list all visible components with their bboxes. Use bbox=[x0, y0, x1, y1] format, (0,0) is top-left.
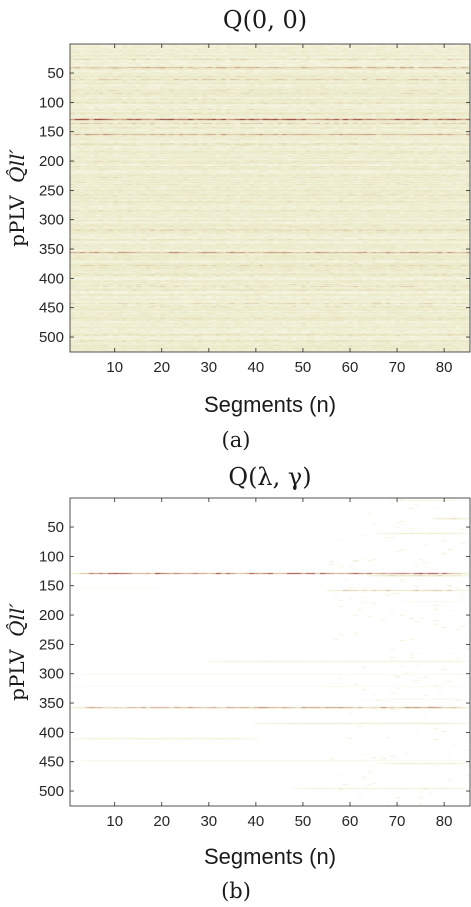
y-tick-label: 50 bbox=[47, 519, 64, 536]
x-tick-label: 30 bbox=[200, 813, 217, 830]
y-tick-label: 150 bbox=[39, 124, 64, 141]
y-tick-label: 200 bbox=[39, 153, 64, 170]
y-tick-label: 250 bbox=[39, 636, 64, 653]
y-tick-label: 500 bbox=[39, 783, 64, 800]
panel-a-x-label: Segments (n) bbox=[204, 392, 336, 417]
panel-a-y-axis: 50 100 150 200 250 300 350 400 450 500 bbox=[39, 65, 470, 346]
panel-a-caption: (a) bbox=[222, 428, 251, 452]
panel-b-caption: (b) bbox=[221, 879, 251, 903]
panel-a-title: Q(0, 0) bbox=[223, 6, 307, 34]
x-tick-label: 40 bbox=[248, 359, 265, 376]
panel-b-x-label: Segments (n) bbox=[204, 844, 336, 869]
y-tick-label: 400 bbox=[39, 724, 64, 741]
y-tick-label: 450 bbox=[39, 754, 64, 771]
y-tick-label: 100 bbox=[39, 548, 64, 565]
y-tick-label: 150 bbox=[39, 578, 64, 595]
panel-b-title: Q(λ, γ) bbox=[228, 463, 311, 491]
x-tick-label: 20 bbox=[153, 813, 170, 830]
panel-b-plot-frame bbox=[69, 497, 471, 807]
panel-a-y-label: pPLV Q̂ll′ bbox=[5, 149, 29, 247]
panel-b-y-axis: 50 100 150 200 250 300 350 400 450 500 bbox=[39, 519, 470, 800]
panel-a-heatmap-area bbox=[70, 44, 470, 352]
x-tick-label: 10 bbox=[106, 359, 123, 376]
y-tick-label: 500 bbox=[39, 329, 64, 346]
panel-b-x-axis: 10 20 30 40 50 60 70 80 bbox=[106, 498, 452, 830]
x-tick-label: 20 bbox=[153, 359, 170, 376]
x-tick-label: 40 bbox=[248, 813, 265, 830]
x-tick-label: 60 bbox=[342, 813, 359, 830]
heatmap-panel-b: Q(λ, γ) 10 20 30 40 50 60 70 80 50 100 150 200 250 3… bbox=[5, 463, 471, 903]
x-tick-label: 70 bbox=[389, 813, 406, 830]
x-tick-label: 50 bbox=[295, 359, 312, 376]
x-tick-label: 10 bbox=[106, 813, 123, 830]
y-tick-label: 100 bbox=[39, 94, 64, 111]
panel-a-y-label-math: Q̂ll′ bbox=[5, 149, 29, 183]
y-tick-label: 50 bbox=[47, 65, 64, 82]
x-tick-label: 50 bbox=[295, 813, 312, 830]
y-tick-label: 350 bbox=[39, 695, 64, 712]
heatmap-panel-a: Q(0, 0) 10 20 30 40 50 60 70 80 50 100 150 200 250 3… bbox=[5, 6, 471, 452]
y-tick-label: 300 bbox=[39, 212, 64, 229]
panel-b-y-label-text: pPLV bbox=[5, 649, 29, 701]
x-tick-label: 60 bbox=[342, 359, 359, 376]
y-tick-label: 450 bbox=[39, 300, 64, 317]
panel-b-y-label: pPLV Q̂ll′ bbox=[5, 603, 29, 701]
x-tick-label: 30 bbox=[200, 359, 217, 376]
y-tick-label: 300 bbox=[39, 666, 64, 683]
y-tick-label: 200 bbox=[39, 607, 64, 624]
x-tick-label: 80 bbox=[436, 359, 453, 376]
panel-a-plot-frame bbox=[69, 43, 471, 353]
panel-b-y-label-math: Q̂ll′ bbox=[5, 603, 29, 637]
x-tick-label: 70 bbox=[389, 359, 406, 376]
x-tick-label: 80 bbox=[436, 813, 453, 830]
panel-a-x-axis: 10 20 30 40 50 60 70 80 bbox=[106, 44, 452, 376]
y-tick-label: 350 bbox=[39, 241, 64, 258]
panel-a-y-label-text: pPLV bbox=[5, 195, 29, 247]
y-tick-label: 250 bbox=[39, 182, 64, 199]
panel-b-heatmap-area bbox=[70, 498, 470, 806]
y-tick-label: 400 bbox=[39, 270, 64, 287]
